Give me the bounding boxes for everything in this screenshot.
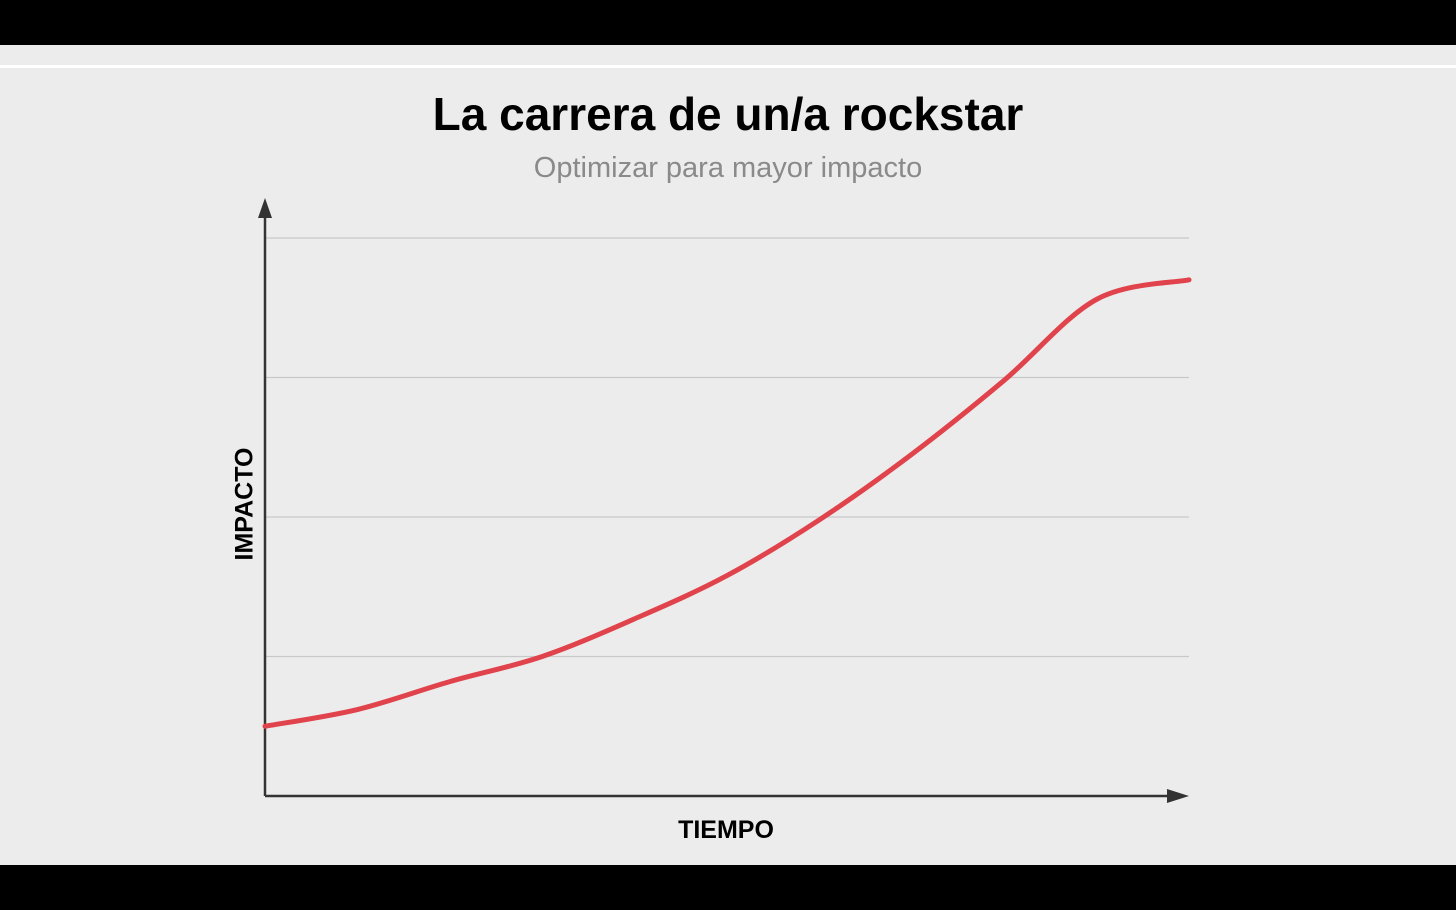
x-axis-arrow-icon xyxy=(1167,789,1189,803)
line-chart: TIEMPO IMPACTO xyxy=(231,198,1192,844)
gridlines xyxy=(265,237,1189,658)
y-axis-arrow-icon xyxy=(258,198,272,218)
y-axis-label: IMPACTO xyxy=(231,448,259,561)
top-divider xyxy=(0,65,1456,68)
series-line-impacto xyxy=(262,277,1192,729)
axes xyxy=(258,198,1189,803)
chart-subtitle: Optimizar para mayor impacto xyxy=(533,152,923,184)
slide: La carrera de un/a rockstar Optimizar pa… xyxy=(0,45,1456,865)
chart-title: La carrera de un/a rockstar xyxy=(432,88,1024,140)
x-axis-label: TIEMPO xyxy=(678,816,774,844)
